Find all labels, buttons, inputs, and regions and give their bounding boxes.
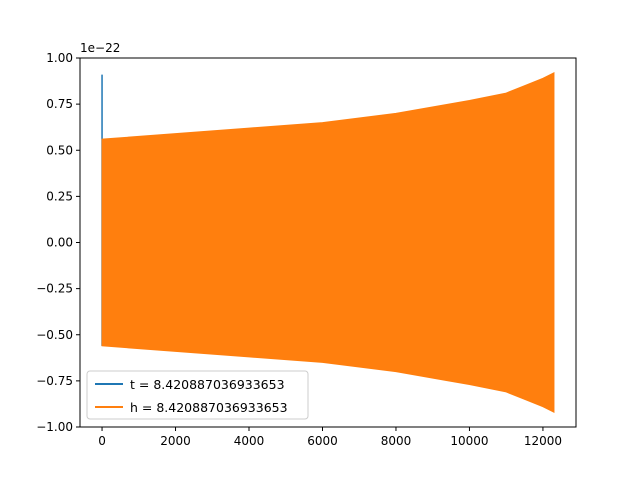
x-tick-label: 0 [98, 434, 106, 448]
y-tick-label: −0.75 [36, 374, 73, 388]
y-tick-label: 0.50 [46, 143, 73, 157]
y-tick-label: 0.75 [46, 97, 73, 111]
y-tick-label: 0.00 [46, 236, 73, 250]
y-axis: −1.00 −0.75 −0.50 −0.25 0.00 0.25 0.50 0.75 1.00 [36, 51, 80, 434]
plot-area [101, 71, 555, 414]
y-offset-text: 1e−22 [80, 41, 120, 55]
x-tick-label: 6000 [307, 434, 338, 448]
y-tick-label: 1.00 [46, 51, 73, 65]
x-tick-label: 10000 [450, 434, 488, 448]
y-tick-label: −1.00 [36, 420, 73, 434]
y-tick-label: −0.50 [36, 328, 73, 342]
x-tick-label: 12000 [524, 434, 562, 448]
legend: t = 8.420887036933653 h = 8.420887036933… [86, 370, 309, 420]
x-tick-label: 2000 [160, 434, 191, 448]
y-tick-label: 0.25 [46, 189, 73, 203]
legend-label-h: h = 8.420887036933653 [130, 400, 288, 415]
x-axis: 0 2000 4000 6000 8000 10000 12000 [98, 427, 562, 448]
legend-label-t: t = 8.420887036933653 [130, 377, 285, 392]
x-tick-label: 8000 [381, 434, 412, 448]
legend-frame [86, 370, 309, 420]
series-h-envelope [101, 71, 555, 414]
x-tick-label: 4000 [234, 434, 265, 448]
y-tick-label: −0.25 [36, 282, 73, 296]
